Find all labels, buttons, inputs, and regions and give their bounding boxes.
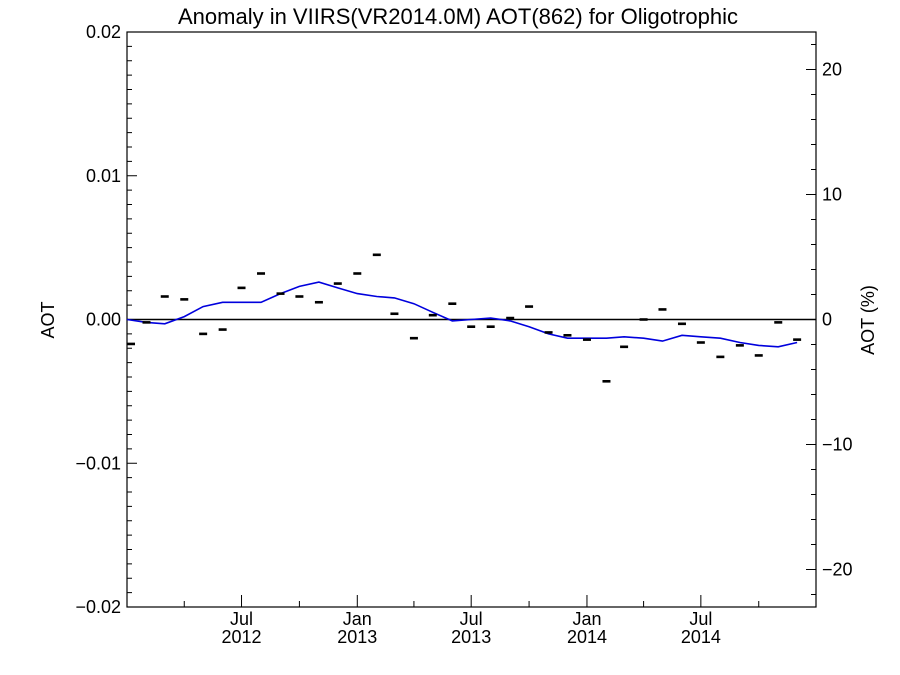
x-tick-month-label: Jan [572,609,601,629]
y2-tick-label: −10 [822,435,853,455]
y2-tick-label: 0 [822,310,832,330]
y2-tick-label: 20 [822,60,842,80]
y-tick-label: 0.00 [86,310,121,330]
monthly-anomaly-markers [127,253,802,383]
x-tick-month-label: Jan [343,609,372,629]
x-tick-year-label: 2012 [221,627,261,647]
y-tick-label: −0.01 [75,453,121,473]
x-tick-month-label: Jul [230,609,253,629]
y2-axis-ticks: 20 10 0 −10 −20 [806,44,853,595]
y-tick-label: −0.02 [75,597,121,617]
x-tick-month-label: Jul [689,609,712,629]
smoothed-anomaly-line [126,281,798,348]
x-tick-month-label: Jul [460,609,483,629]
y2-tick-label: 10 [822,185,842,205]
y-tick-label: 0.02 [86,22,121,42]
x-tick-year-label: 2014 [567,627,607,647]
y2-tick-label: −20 [822,560,853,580]
chart-title: Anomaly in VIIRS(VR2014.0M) AOT(862) for… [178,4,738,29]
x-tick-year-label: 2013 [451,627,491,647]
x-tick-year-label: 2013 [337,627,377,647]
y2-axis-title: AOT (%) [858,285,878,355]
y-axis-ticks: 0.02 0.01 0.00 −0.01 −0.02 [75,22,137,617]
y-tick-label: 0.01 [86,166,121,186]
y-axis-title: AOT [38,301,58,338]
x-tick-year-label: 2014 [681,627,721,647]
